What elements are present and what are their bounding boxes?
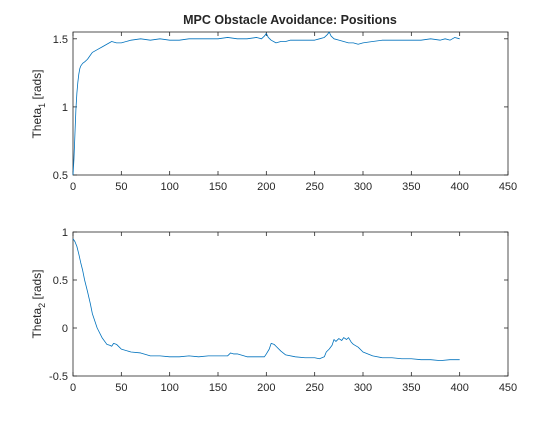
x-ticks-bottom: 0 50 100 150 200 250 300 350 400 450 — [70, 232, 517, 394]
y-tick-label: 1 — [62, 102, 68, 114]
x-tick-label: 0 — [70, 181, 76, 193]
y-tick-label: 1 — [62, 227, 68, 239]
series-line-theta2 — [72, 238, 460, 362]
x-tick-label: 200 — [257, 181, 275, 193]
axes-box-bottom — [72, 231, 509, 377]
subplot-theta2: 0 50 100 150 200 250 300 350 400 450 -0.500.51 Th… — [30, 227, 517, 394]
y-ticks-top: 0.5 1 1.5 — [53, 34, 508, 182]
x-tick-label: 450 — [499, 181, 517, 193]
y-ticks-bottom: -0.5 0 0.5 1 — [49, 227, 508, 383]
ylabel-unit: [rads] — [30, 269, 44, 302]
y-axis-label-top: Theta1 [rads] — [30, 69, 47, 138]
x-tick-label: 250 — [305, 382, 323, 394]
x-tick-label: 100 — [160, 181, 178, 193]
x-tick-label: 200 — [257, 382, 275, 394]
x-tick-label: 450 — [499, 382, 517, 394]
y-tick-label: 1.5 — [53, 34, 68, 46]
subplot-theta1: MPC Obstacle Avoidance: Positions 0 50 100… — [30, 13, 517, 193]
y-axis-label-bottom: Theta2 [rads] — [30, 269, 47, 338]
y-tick-label: 0.5 — [53, 275, 68, 287]
ylabel-unit: [rads] — [30, 69, 44, 102]
x-tick-label: 300 — [354, 382, 372, 394]
y-tick-label: 0 — [62, 323, 68, 335]
axes-box-top — [72, 31, 509, 176]
x-tick-label: 150 — [209, 181, 227, 193]
x-tick-label: 350 — [402, 382, 420, 394]
x-tick-label: 50 — [115, 181, 127, 193]
x-tick-label: 300 — [354, 181, 372, 193]
x-tick-label: 400 — [450, 181, 468, 193]
x-tick-label: 350 — [402, 181, 420, 193]
x-tick-label: 400 — [450, 382, 468, 394]
ylabel-subscript: 2 — [37, 303, 47, 308]
x-tick-label: 0 — [70, 382, 76, 394]
x-tick-label: 150 — [209, 382, 227, 394]
ylabel-main: Theta — [30, 308, 44, 339]
x-tick-label: 100 — [160, 382, 178, 394]
chart-title: MPC Obstacle Avoidance: Positions — [183, 13, 397, 27]
x-ticks-top: 0 50 100 150 200 250 300 350 400 450 — [70, 32, 517, 193]
y-tick-label: 0.5 — [53, 170, 68, 182]
ylabel-main: Theta — [30, 108, 44, 139]
x-tick-label: 250 — [305, 181, 323, 193]
y-tick-label: -0.5 — [49, 371, 68, 383]
ylabel-subscript: 1 — [37, 103, 47, 108]
series-line-theta1 — [72, 31, 460, 176]
x-tick-label: 50 — [115, 382, 127, 394]
